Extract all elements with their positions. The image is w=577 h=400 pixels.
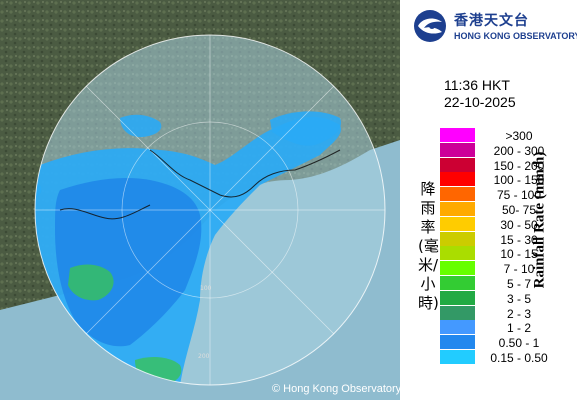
radar-map: 100 200 [0,0,400,400]
legend-swatch [440,231,475,246]
legend-range-label: >300 [505,129,533,143]
legend-range-label: 75 - 100 [496,188,542,203]
legend-range-label: 7 - 10 [503,262,535,277]
legend-swatch [440,276,475,290]
hko-logo: 香港天文台 HONG KONG OBSERVATORY [412,6,577,48]
legend-swatch [440,335,475,350]
legend-range-label: 0.15 - 0.50 [490,351,548,365]
legend-swatch [440,246,475,261]
legend-swatch [440,172,475,187]
observation-time: 11:36 HKT [444,77,510,93]
legend-swatch [440,261,475,276]
legend-title-zh: 降雨率(毫米/小時) [418,180,439,312]
range-ring-label-200: 200 [198,353,210,360]
legend-range-label: 10 - 15 [500,247,538,262]
legend-range-label: 30 - 50 [500,217,538,232]
legend-range-label: 1 - 2 [506,321,531,336]
logo-name-zh: 香港天文台 [454,13,529,29]
legend-range-label: 100 - 150 [493,173,545,188]
coastline [59,149,341,220]
legend-range-label: 3 - 5 [506,291,531,306]
legend-swatch [440,290,475,305]
legend-swatch [440,128,475,142]
legend-swatch [440,142,475,157]
legend-swatch [440,320,475,335]
range-ring-label-100: 100 [200,285,212,292]
copyright-text: © Hong Kong Observatory [272,383,402,395]
legend-range-label: 200 - 300 [493,143,545,158]
hko-emblem-icon [414,10,446,42]
legend-swatch [440,305,475,320]
legend-swatch [440,157,475,172]
rain-echoes [35,111,341,385]
legend-swatch [440,216,475,231]
logo-name-en: HONG KONG OBSERVATORY [454,31,577,41]
info-panel: 香港天文台 HONG KONG OBSERVATORY 11:36 HKT 22… [272,0,577,400]
legend-range-label: 0.50 - 1 [498,336,540,351]
legend-range-label: 5 - 7 [506,277,531,291]
legend-swatch [440,350,475,364]
legend-range-label: 15 - 30 [500,232,538,247]
range-rings [34,34,386,386]
legend-range-label: 150 - 200 [493,158,545,173]
legend-swatch [440,187,475,202]
legend-range-label: 2 - 3 [506,306,531,321]
legend-swatch [440,202,475,216]
observation-date: 22-10-2025 [444,94,516,110]
legend-range-label: 50- 75 [501,203,537,217]
